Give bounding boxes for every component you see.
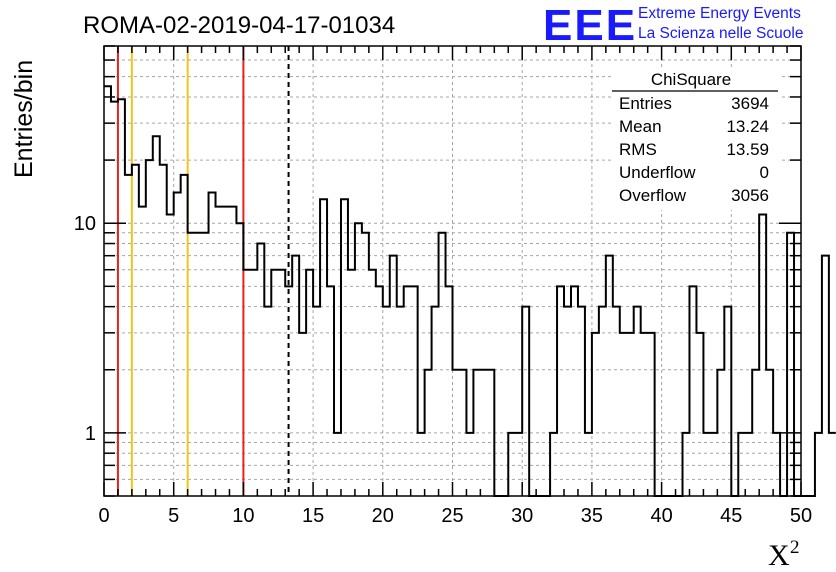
stats-row-label: Overflow — [619, 186, 687, 205]
stats-box: ChiSquare Entries 3694 Mean 13.24 RMS 13.59 Un… — [612, 67, 782, 210]
stats-row-value: 13.24 — [726, 117, 769, 136]
stats-row-value: 13.59 — [726, 140, 769, 159]
stats-row-label: Entries — [619, 94, 672, 113]
x-tick-label: 20 — [372, 505, 394, 527]
x-tick-label: 0 — [98, 505, 109, 527]
x-tick-label: 10 — [232, 505, 254, 527]
stats-row-label: Mean — [619, 117, 662, 136]
x-axis-label-base: X — [768, 539, 790, 572]
x-tick-label: 15 — [302, 505, 324, 527]
plot-title: ROMA-02-2019-04-17-01034 — [83, 12, 395, 39]
logo-line-1: Extreme Energy Events — [638, 5, 801, 22]
x-axis-label-superscript: 2 — [790, 537, 800, 558]
y-tick-label: 10 — [74, 213, 96, 235]
stats-row-value: 0 — [760, 163, 769, 182]
histogram-layer — [104, 85, 836, 497]
x-tick-label: 50 — [790, 505, 812, 527]
stats-row-value: 3694 — [731, 94, 769, 113]
logo-mark: EEE — [543, 1, 637, 50]
y-tick-label: 1 — [85, 423, 96, 445]
eee-logo: EEE Extreme Energy Events La Scienza nel… — [543, 1, 803, 50]
stats-rows: Entries 3694 Mean 13.24 RMS 13.59 Underflow 0 Ov… — [619, 94, 769, 205]
stats-row-label: Underflow — [619, 163, 696, 182]
x-tick-label: 30 — [511, 505, 533, 527]
stats-name: ChiSquare — [651, 70, 731, 89]
x-tick-label: 35 — [581, 505, 603, 527]
stats-row-value: 3056 — [731, 186, 769, 205]
x-tick-label: 5 — [168, 505, 179, 527]
x-tick-label: 40 — [650, 505, 672, 527]
reference-lines — [116, 46, 290, 496]
x-tick-label: 45 — [720, 505, 742, 527]
histogram-series-line — [104, 85, 836, 497]
y-axis-label: Entries/bin — [10, 60, 38, 178]
logo-line-2: La Scienza nelle Scuole — [638, 25, 803, 42]
x-axis-label: X 2 — [768, 537, 800, 572]
axis-ticks: 0 5 10 15 20 25 30 35 40 45 50 1 10 — [74, 45, 812, 527]
x-tick-label: 25 — [441, 505, 463, 527]
stats-row-label: RMS — [619, 140, 657, 159]
